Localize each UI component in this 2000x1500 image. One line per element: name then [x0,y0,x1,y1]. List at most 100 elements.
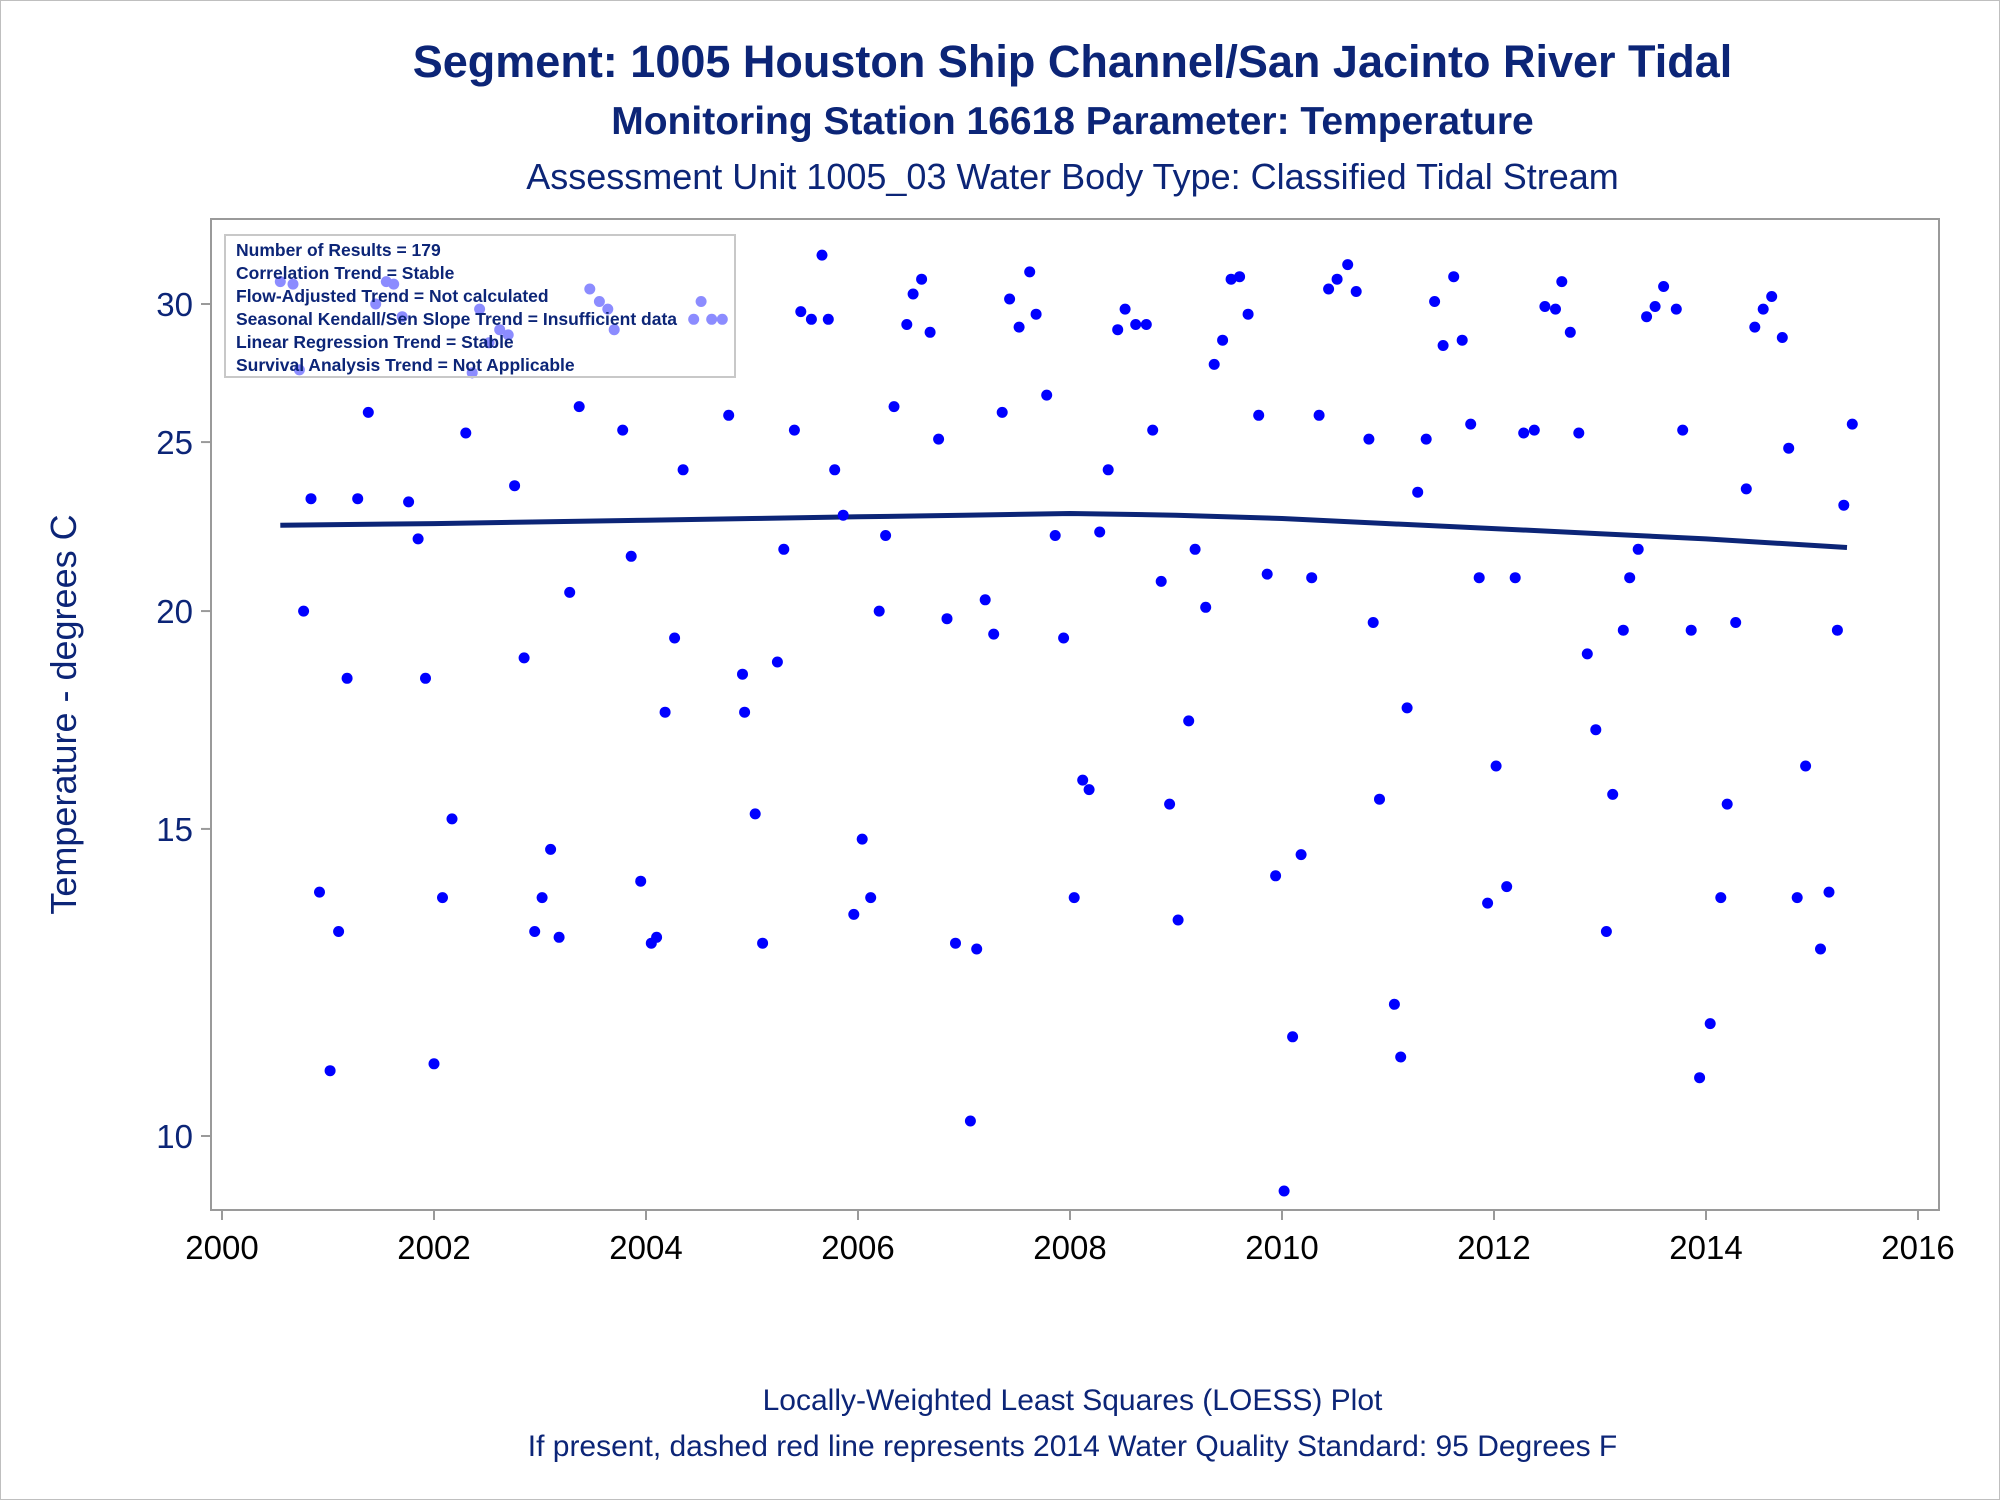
y-tick-label: 25 [156,424,193,461]
data-point [1412,486,1424,498]
x-tick-label: 2002 [397,1229,470,1266]
data-point [1313,409,1325,421]
data-point [1094,526,1106,538]
data-point [362,406,374,418]
data-point [635,875,647,887]
data-point [1632,543,1644,555]
data-point [1342,259,1354,271]
data-point [1721,798,1733,810]
data-point [446,813,458,825]
data-point [1083,784,1095,796]
data-point [1776,332,1788,343]
data-point [460,427,472,439]
x-tick-label: 2014 [1669,1229,1742,1266]
data-point [1395,1051,1407,1063]
data-point [971,943,983,955]
data-point [1024,266,1036,278]
data-point [1766,291,1778,302]
data-point [1112,324,1124,336]
data-point [1004,293,1016,305]
data-point [1388,998,1400,1010]
data-point [1049,530,1061,541]
data-point [1694,1072,1706,1084]
y-tick-label: 30 [156,286,193,323]
data-point [979,594,991,606]
data-point [1791,892,1803,904]
data-point [509,480,521,492]
data-point [1590,724,1602,736]
data-point [1482,897,1494,909]
data-point [1624,572,1636,584]
x-tick-label: 2016 [1881,1229,1954,1266]
data-point [816,249,828,261]
data-point [795,306,807,318]
data-point [888,401,900,413]
data-point [403,496,415,508]
data-point [1448,271,1460,283]
x-tick-label: 2006 [821,1229,894,1266]
data-point [1367,617,1379,628]
data-point [1041,389,1053,401]
data-point [1600,926,1612,937]
data-point [1225,273,1237,285]
data-point [1670,303,1682,315]
data-point [1155,575,1167,587]
data-point [941,613,953,625]
data-point [1539,301,1551,312]
data-point [1234,271,1246,283]
data-point [822,313,834,325]
data-point [1183,715,1195,727]
data-point [1068,892,1080,904]
data-point [737,668,748,680]
data-point [1295,849,1307,861]
x-tick-label: 2008 [1033,1229,1106,1266]
data-point [428,1058,440,1070]
data-point [1102,464,1114,476]
data-point [1501,881,1513,893]
data-point [907,288,919,300]
data-point [778,543,790,555]
data-point [651,931,663,943]
stats-line: Number of Results = 179 [236,240,441,260]
data-point [1800,760,1812,772]
x-tick-label: 2012 [1457,1229,1530,1266]
data-point [298,605,310,617]
data-point [788,424,800,436]
data-point [1420,433,1432,445]
data-point [916,273,928,285]
data-point [1564,326,1576,338]
data-point [1518,427,1530,439]
plot-area [210,218,1940,1211]
data-point [880,530,892,541]
data-point [933,433,945,445]
data-point [341,672,353,684]
data-point [1831,624,1843,636]
data-point [1509,572,1521,584]
data-point [1823,886,1835,898]
data-point [625,550,637,562]
data-point [1331,273,1343,285]
data-point [771,656,783,668]
data-point [1456,334,1468,346]
data-point [1242,308,1254,320]
data-point [437,892,448,904]
data-point [1617,624,1629,636]
stats-line: Correlation Trend = Stable [236,263,455,283]
data-point [829,464,841,476]
data-point [412,533,424,545]
data-point [996,406,1008,418]
data-point [1846,418,1858,430]
data-point [1465,418,1477,430]
data-point [545,843,557,855]
stats-line: Linear Regression Trend = Stable [236,332,514,352]
data-point [1363,433,1375,445]
data-point [1278,1185,1290,1197]
data-point [739,706,751,718]
data-point [1189,543,1201,555]
data-point [1490,760,1502,772]
data-point [1685,624,1697,636]
data-point [1838,499,1850,511]
data-point [988,628,1000,640]
data-point [352,493,364,505]
data-point [1429,296,1441,307]
